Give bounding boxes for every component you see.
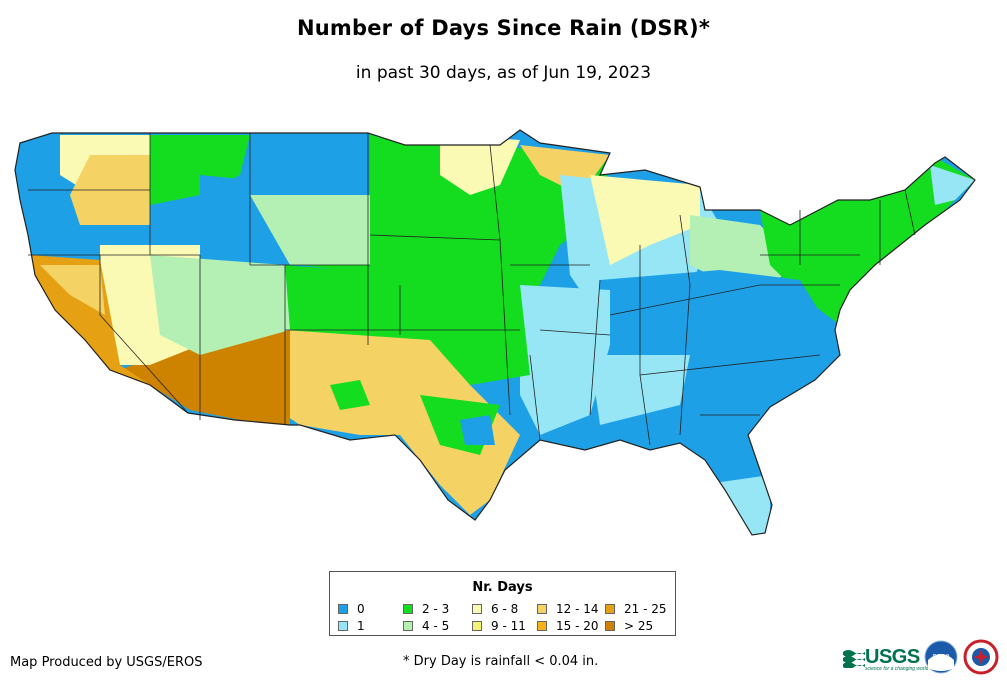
legend-swatch xyxy=(605,604,615,614)
legend-label: 9 - 11 xyxy=(491,619,526,633)
legend-label: 1 xyxy=(357,619,365,633)
legend-swatch xyxy=(472,621,482,631)
legend-item-9-11: 9 - 11 xyxy=(472,619,526,633)
legend-item-6-8: 6 - 8 xyxy=(472,602,518,616)
legend-swatch xyxy=(537,621,547,631)
dry-day-footnote: * Dry Day is rainfall < 0.04 in. xyxy=(403,654,599,669)
legend-label: 15 - 20 xyxy=(556,619,599,633)
legend-label: 0 xyxy=(357,602,365,616)
legend-swatch xyxy=(338,604,348,614)
usgs-wave-icon xyxy=(843,650,865,668)
legend: Nr. Days 0 1 2 - 3 4 - 5 6 - 8 9 - 11 12… xyxy=(329,571,676,636)
legend-swatch xyxy=(338,621,348,631)
usgs-logo: USGS science for a changing world xyxy=(843,641,928,673)
map-title: Number of Days Since Rain (DSR)* xyxy=(296,16,711,40)
legend-swatch xyxy=(537,604,547,614)
nws-logo xyxy=(963,639,999,675)
legend-item-gt-25: > 25 xyxy=(605,619,653,633)
legend-item-4-5: 4 - 5 xyxy=(403,619,449,633)
legend-item-1: 1 xyxy=(338,619,365,633)
noaa-label: noaa xyxy=(932,652,949,660)
map-subtitle: in past 30 days, as of Jun 19, 2023 xyxy=(355,63,652,83)
legend-label: 12 - 14 xyxy=(556,602,599,616)
legend-swatch xyxy=(605,621,615,631)
legend-title: Nr. Days xyxy=(472,580,533,595)
legend-item-21-25: 21 - 25 xyxy=(605,602,667,616)
legend-swatch xyxy=(472,604,482,614)
map-credit: Map Produced by USGS/EROS xyxy=(10,655,203,670)
usgs-tagline: science for a changing world xyxy=(865,666,929,672)
legend-label: > 25 xyxy=(624,619,654,633)
legend-swatch xyxy=(403,604,413,614)
noaa-logo: noaa xyxy=(924,640,958,674)
legend-item-15-20: 15 - 20 xyxy=(537,619,599,633)
legend-item-2-3: 2 - 3 xyxy=(403,602,449,616)
legend-swatch xyxy=(403,621,413,631)
usgs-wordmark: USGS xyxy=(865,645,920,668)
legend-label: 6 - 8 xyxy=(491,602,519,616)
legend-item-0: 0 xyxy=(338,602,365,616)
legend-label: 2 - 3 xyxy=(422,602,450,616)
us-dsr-map xyxy=(14,129,976,536)
legend-label: 21 - 25 xyxy=(624,602,667,616)
legend-item-12-14: 12 - 14 xyxy=(537,602,599,616)
legend-label: 4 - 5 xyxy=(422,619,450,633)
